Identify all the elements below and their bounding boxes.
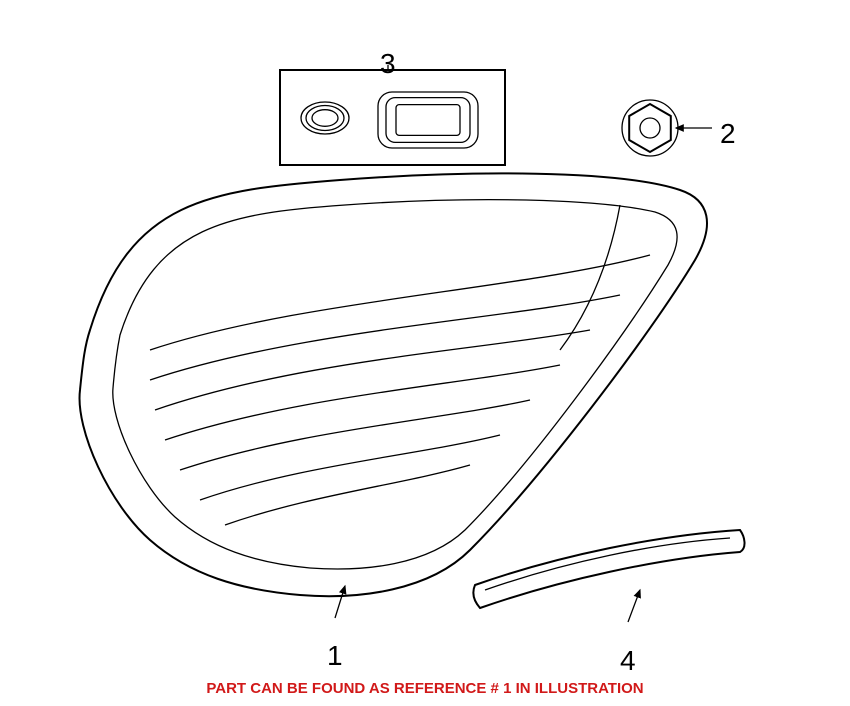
trim-strip [473, 530, 744, 608]
inset-box-group [280, 70, 505, 165]
footer-reference-note: PART CAN BE FOUND AS REFERENCE # 1 IN IL… [0, 680, 850, 697]
callout-1: 1 [327, 640, 343, 672]
callout-3: 3 [380, 48, 396, 80]
nut-fastener [622, 100, 678, 156]
diagram-canvas: 1 2 3 4 PART CAN BE FOUND AS REFERENCE # 1 … [0, 0, 850, 706]
callout-4: 4 [620, 645, 636, 677]
tail-light-assembly [80, 173, 707, 596]
callout-2: 2 [720, 118, 736, 150]
grommet-small [301, 102, 349, 134]
diagram-svg [0, 0, 850, 706]
grommet-large [378, 92, 478, 148]
